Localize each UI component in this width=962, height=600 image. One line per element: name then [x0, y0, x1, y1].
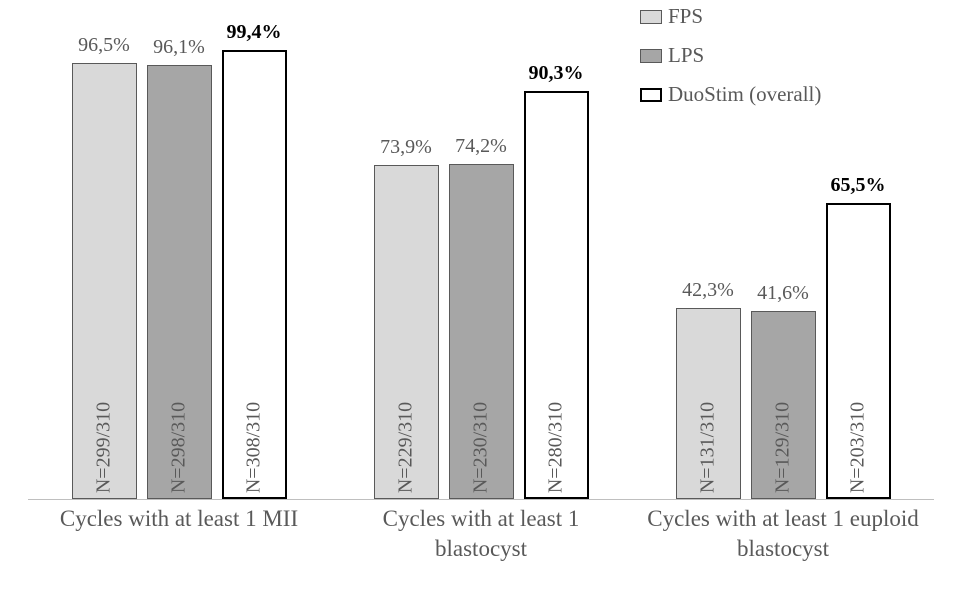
bar-value-label: 65,5% — [831, 174, 886, 197]
bar: 96,1%N=298/310 — [147, 65, 212, 499]
bar: 99,4%N=308/310 — [222, 50, 287, 499]
bar-value-label: 73,9% — [380, 136, 432, 159]
bar-n-label: N=131/310 — [697, 402, 720, 493]
bar: 65,5%N=203/310 — [826, 203, 891, 499]
legend-item: DuoStim (overall) — [640, 82, 940, 107]
bar: 73,9%N=229/310 — [374, 165, 439, 499]
legend-label: LPS — [668, 43, 704, 68]
legend-item: LPS — [640, 43, 940, 68]
legend-label: DuoStim (overall) — [668, 82, 821, 107]
bar: 41,6%N=129/310 — [751, 311, 816, 499]
bar-group: 73,9%N=229/31074,2%N=230/31090,3%N=280/3… — [374, 91, 589, 499]
bar-n-label: N=299/310 — [93, 402, 116, 493]
bar: 42,3%N=131/310 — [676, 308, 741, 499]
bar: 96,5%N=299/310 — [72, 63, 137, 499]
x-axis-label: Cycles with at least 1 MII — [28, 504, 330, 584]
bar-value-label: 41,6% — [757, 282, 809, 305]
bar: 90,3%N=280/310 — [524, 91, 589, 499]
legend-swatch — [640, 10, 662, 24]
legend-swatch — [640, 49, 662, 63]
bar-n-label: N=308/310 — [243, 402, 266, 493]
x-axis-label: Cycles with at least 1 euploid blastocys… — [632, 504, 934, 584]
bar-value-label: 96,1% — [153, 36, 205, 59]
bar-n-label: N=203/310 — [847, 402, 870, 493]
bar-value-label: 96,5% — [78, 34, 130, 57]
bar-n-label: N=229/310 — [395, 402, 418, 493]
bar-value-label: 90,3% — [529, 62, 584, 85]
bar-n-label: N=280/310 — [545, 402, 568, 493]
bar: 74,2%N=230/310 — [449, 164, 514, 499]
bar-value-label: 74,2% — [455, 135, 507, 158]
bar-group: 42,3%N=131/31041,6%N=129/31065,5%N=203/3… — [676, 203, 891, 499]
bar-n-label: N=129/310 — [772, 402, 795, 493]
bar-value-label: 99,4% — [227, 21, 282, 44]
legend: FPS LPS DuoStim (overall) — [640, 4, 940, 107]
bar-n-label: N=230/310 — [470, 402, 493, 493]
bar-n-label: N=298/310 — [168, 402, 191, 493]
x-axis: Cycles with at least 1 MIICycles with at… — [28, 504, 934, 584]
legend-label: FPS — [668, 4, 703, 29]
bar-value-label: 42,3% — [682, 279, 734, 302]
legend-swatch — [640, 88, 662, 102]
legend-item: FPS — [640, 4, 940, 29]
x-axis-label: Cycles with at least 1 blastocyst — [330, 504, 632, 584]
bar-group: 96,5%N=299/31096,1%N=298/31099,4%N=308/3… — [72, 50, 287, 499]
